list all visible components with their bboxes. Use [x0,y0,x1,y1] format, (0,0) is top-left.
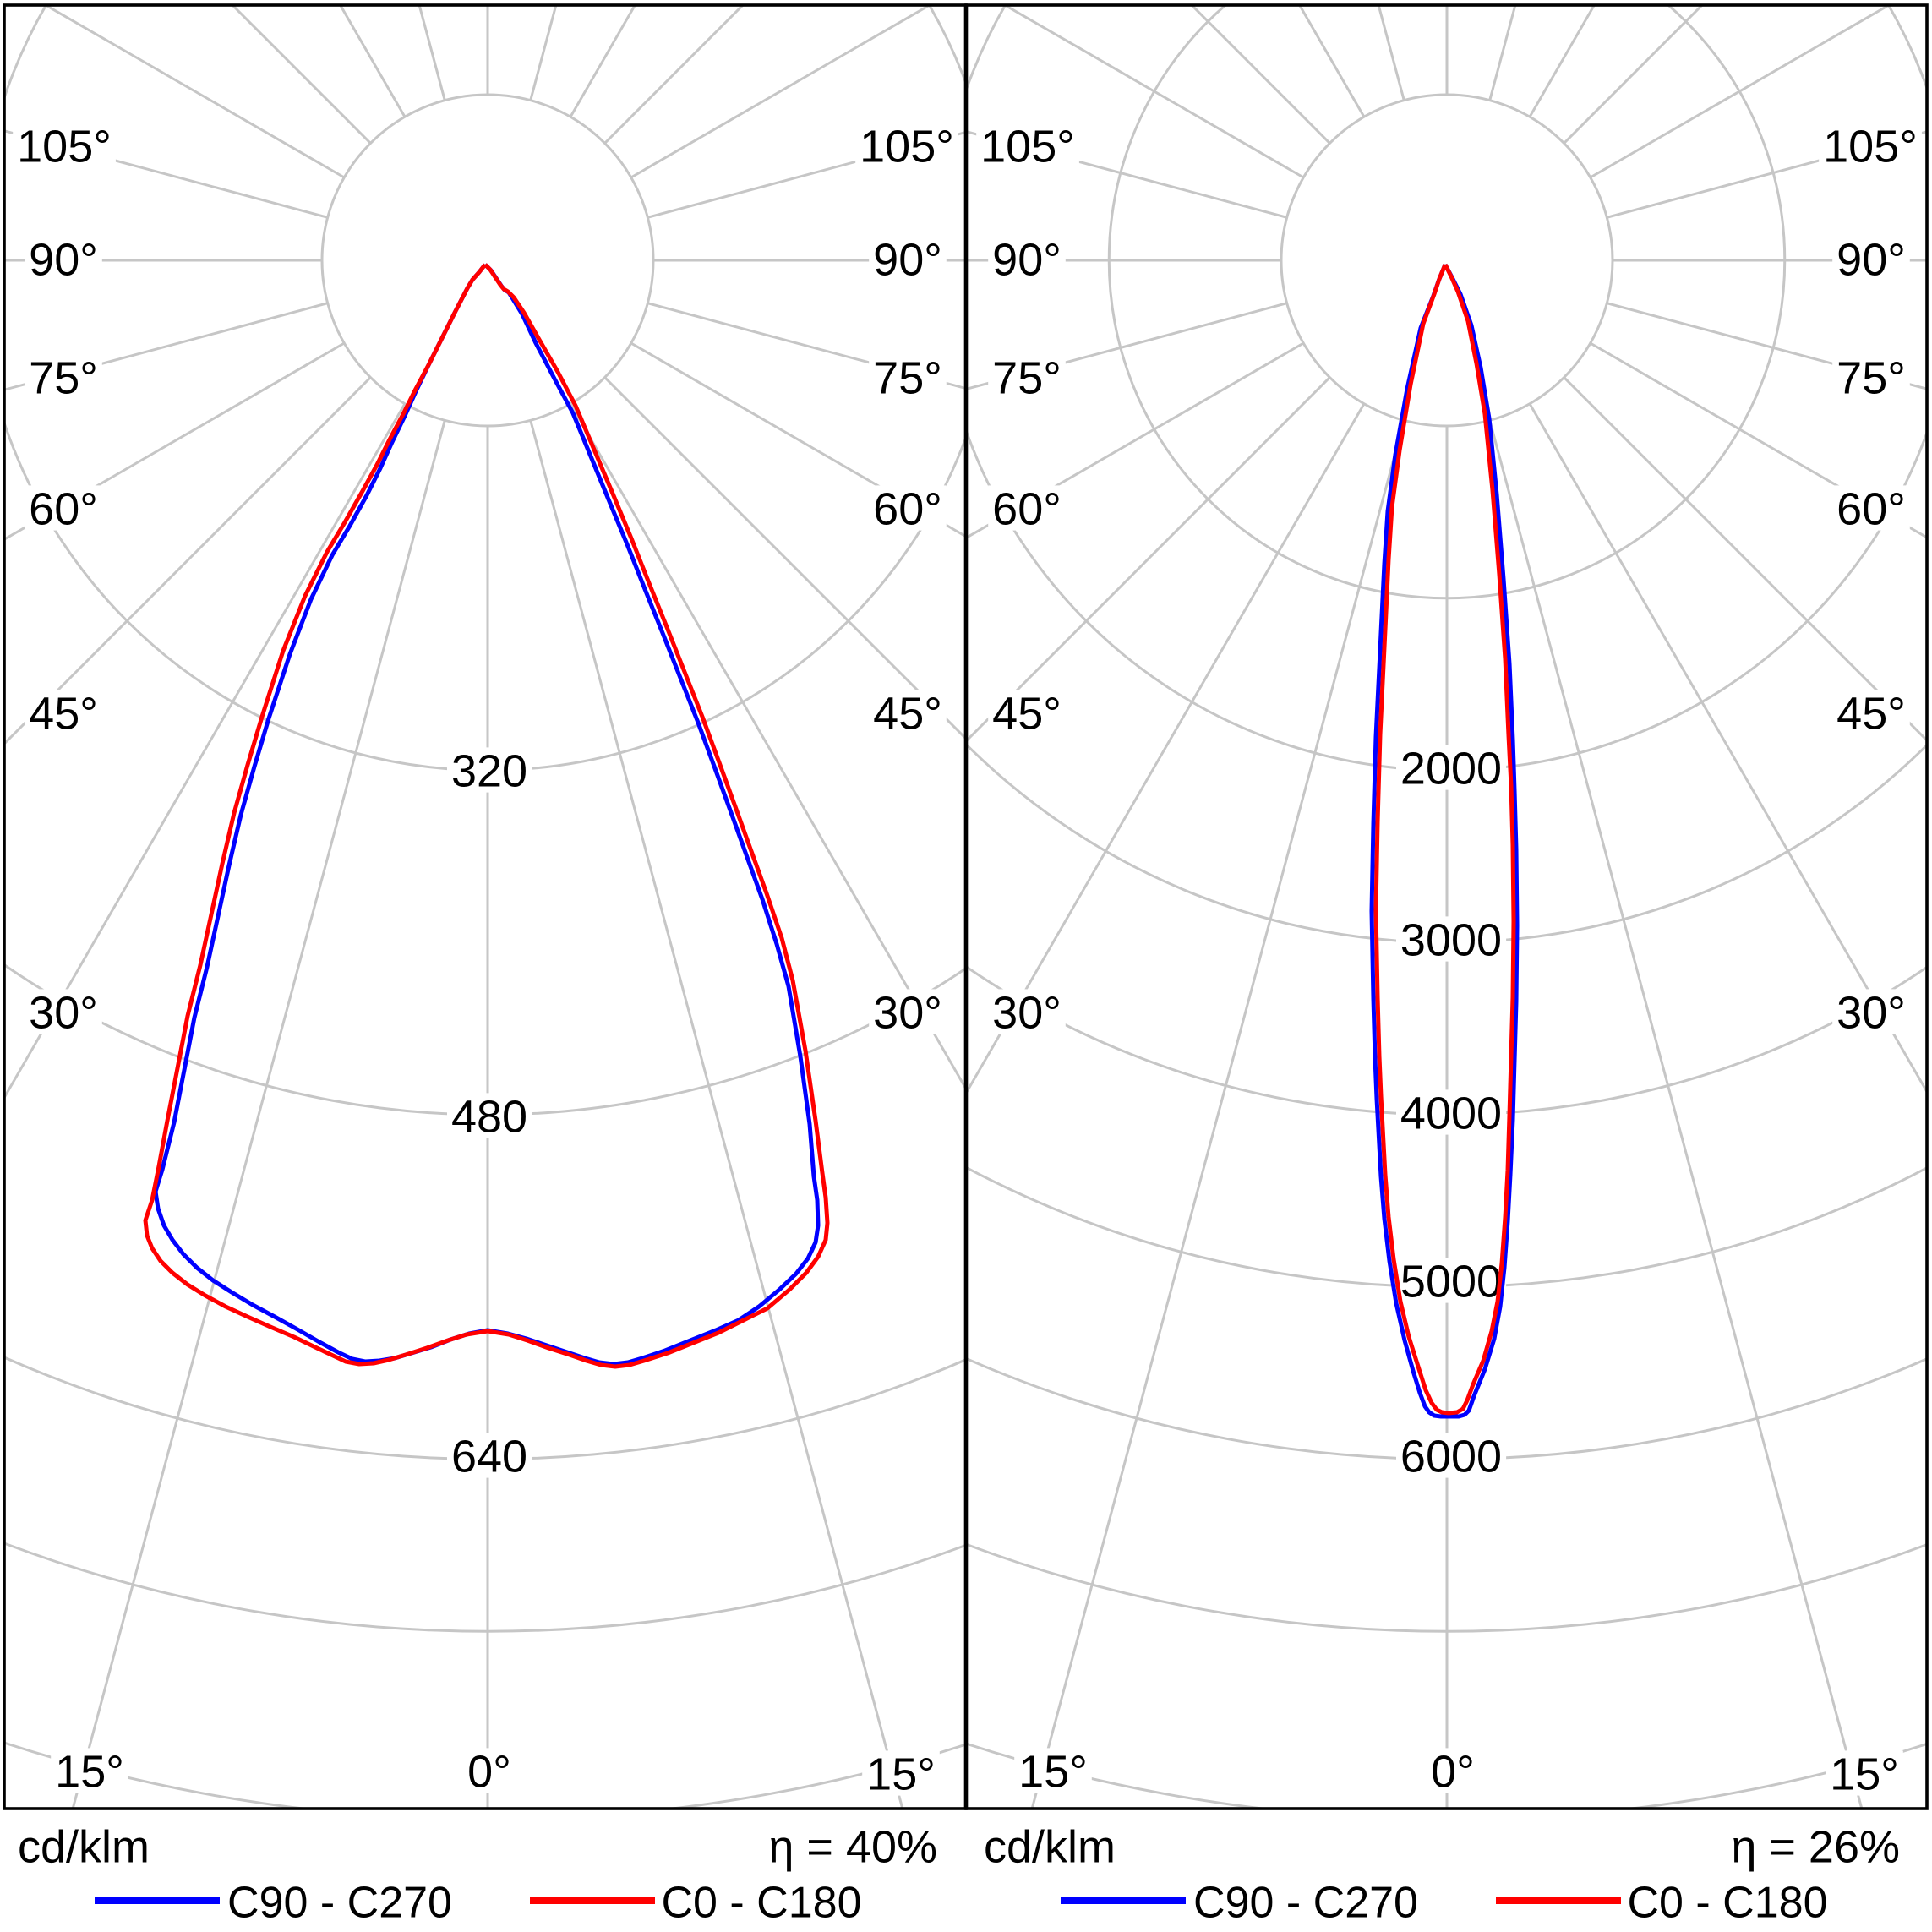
svg-text:2000: 2000 [1400,743,1502,794]
svg-text:60°: 60° [873,483,942,534]
svg-text:75°: 75° [1836,352,1906,403]
svg-text:90°: 90° [992,234,1062,285]
svg-text:30°: 30° [873,987,942,1038]
svg-text:60°: 60° [1836,483,1906,534]
svg-text:60°: 60° [29,483,98,534]
svg-text:45°: 45° [873,688,942,739]
svg-text:C90 - C270: C90 - C270 [227,1879,452,1928]
svg-text:15°: 15° [1018,1746,1088,1797]
svg-text:45°: 45° [1836,688,1906,739]
svg-text:5000: 5000 [1400,1256,1502,1307]
svg-text:30°: 30° [29,987,98,1038]
svg-text:0°: 0° [467,1746,511,1797]
svg-text:15°: 15° [55,1746,124,1797]
svg-text:0°: 0° [1431,1746,1475,1797]
svg-text:30°: 30° [992,987,1062,1038]
svg-text:45°: 45° [29,688,98,739]
svg-text:105°: 105° [17,121,112,172]
svg-text:30°: 30° [1836,987,1906,1038]
svg-text:75°: 75° [29,352,98,403]
svg-text:45°: 45° [992,688,1062,739]
svg-text:105°: 105° [980,121,1075,172]
svg-text:105°: 105° [860,121,954,172]
svg-text:6000: 6000 [1400,1431,1502,1482]
svg-text:3000: 3000 [1400,914,1502,965]
svg-text:90°: 90° [873,234,942,285]
svg-text:640: 640 [451,1431,527,1482]
svg-text:cd/klm: cd/klm [18,1821,150,1872]
svg-text:C0 - C180: C0 - C180 [662,1879,862,1928]
svg-text:η = 40%: η = 40% [768,1821,937,1872]
svg-text:90°: 90° [1836,234,1906,285]
svg-text:320: 320 [451,745,527,796]
svg-text:C90 - C270: C90 - C270 [1193,1879,1418,1928]
svg-text:60°: 60° [992,483,1062,534]
svg-text:15°: 15° [1830,1749,1899,1799]
svg-text:4000: 4000 [1400,1088,1502,1138]
svg-text:cd/klm: cd/klm [984,1821,1116,1872]
svg-text:75°: 75° [992,352,1062,403]
svg-text:75°: 75° [873,352,942,403]
svg-text:η = 26%: η = 26% [1731,1821,1900,1872]
svg-text:15°: 15° [866,1749,936,1799]
svg-text:105°: 105° [1823,121,1918,172]
svg-text:90°: 90° [29,234,98,285]
svg-text:480: 480 [451,1091,527,1142]
svg-text:C0 - C180: C0 - C180 [1628,1879,1828,1928]
